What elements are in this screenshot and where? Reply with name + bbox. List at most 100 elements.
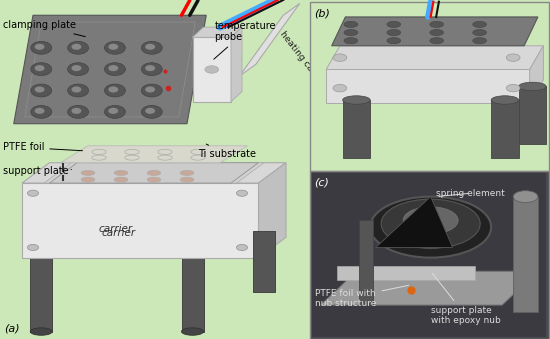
Ellipse shape — [387, 21, 400, 27]
Text: carrier: carrier — [101, 227, 135, 238]
Polygon shape — [50, 163, 258, 183]
Polygon shape — [239, 3, 300, 76]
Ellipse shape — [72, 86, 81, 93]
Ellipse shape — [68, 63, 89, 76]
Ellipse shape — [104, 63, 125, 76]
Ellipse shape — [108, 44, 118, 50]
Ellipse shape — [104, 105, 125, 118]
Polygon shape — [60, 146, 248, 163]
Ellipse shape — [35, 86, 45, 93]
Ellipse shape — [387, 38, 400, 44]
Ellipse shape — [104, 41, 125, 54]
Ellipse shape — [31, 84, 52, 97]
Ellipse shape — [180, 177, 194, 182]
Ellipse shape — [182, 328, 204, 335]
Ellipse shape — [31, 105, 52, 118]
Polygon shape — [14, 15, 206, 124]
Ellipse shape — [333, 84, 346, 92]
Ellipse shape — [147, 171, 161, 176]
Bar — [310, 171, 549, 339]
Polygon shape — [192, 27, 242, 37]
Ellipse shape — [472, 38, 486, 44]
Ellipse shape — [236, 190, 248, 196]
Polygon shape — [44, 163, 264, 183]
Polygon shape — [337, 266, 475, 280]
Ellipse shape — [31, 63, 52, 76]
Ellipse shape — [180, 171, 194, 176]
Polygon shape — [326, 69, 530, 103]
Polygon shape — [258, 163, 286, 258]
Ellipse shape — [344, 21, 358, 27]
Polygon shape — [530, 46, 543, 103]
Polygon shape — [376, 197, 453, 247]
Ellipse shape — [108, 65, 118, 71]
Text: Ti substrate: Ti substrate — [198, 144, 256, 159]
Text: PTFE foil: PTFE foil — [3, 142, 82, 153]
Ellipse shape — [145, 44, 155, 50]
Bar — [312, 173, 546, 337]
Ellipse shape — [333, 54, 346, 61]
Polygon shape — [513, 197, 538, 312]
Ellipse shape — [145, 65, 155, 71]
Ellipse shape — [28, 244, 38, 251]
Text: (b): (b) — [315, 8, 331, 18]
Text: (a): (a) — [4, 324, 20, 334]
Text: support plate
with epoxy nub: support plate with epoxy nub — [431, 273, 500, 325]
Ellipse shape — [506, 54, 520, 61]
Polygon shape — [30, 254, 52, 332]
Ellipse shape — [81, 177, 95, 182]
Ellipse shape — [72, 65, 81, 71]
Ellipse shape — [387, 29, 400, 36]
Ellipse shape — [114, 177, 128, 182]
Polygon shape — [22, 183, 258, 258]
Text: spring element: spring element — [436, 189, 505, 198]
Ellipse shape — [108, 86, 118, 93]
Ellipse shape — [104, 84, 125, 97]
Ellipse shape — [430, 29, 443, 36]
Ellipse shape — [472, 21, 486, 27]
Ellipse shape — [30, 251, 52, 258]
Ellipse shape — [182, 251, 204, 258]
Polygon shape — [343, 100, 370, 158]
Ellipse shape — [236, 244, 248, 251]
Ellipse shape — [430, 21, 443, 27]
Ellipse shape — [28, 190, 38, 196]
Ellipse shape — [472, 29, 486, 36]
Polygon shape — [491, 100, 519, 158]
Text: carrier: carrier — [98, 224, 133, 234]
Ellipse shape — [141, 105, 162, 118]
Ellipse shape — [31, 41, 52, 54]
Ellipse shape — [343, 96, 370, 104]
Polygon shape — [25, 22, 195, 117]
Text: (c): (c) — [315, 178, 329, 188]
Ellipse shape — [68, 84, 89, 97]
Text: heating cartrige: heating cartrige — [278, 29, 330, 93]
Ellipse shape — [141, 84, 162, 97]
Ellipse shape — [344, 29, 358, 36]
Ellipse shape — [403, 207, 458, 234]
Ellipse shape — [205, 66, 219, 73]
Text: temperature
probe: temperature probe — [214, 21, 276, 59]
Text: clamping plate: clamping plate — [3, 20, 85, 37]
Polygon shape — [326, 46, 543, 69]
Ellipse shape — [81, 171, 95, 176]
Ellipse shape — [513, 191, 538, 203]
Polygon shape — [332, 17, 538, 46]
Ellipse shape — [145, 108, 155, 114]
Ellipse shape — [430, 38, 443, 44]
Ellipse shape — [344, 38, 358, 44]
Text: support plate: support plate — [3, 166, 72, 176]
Polygon shape — [321, 271, 538, 305]
Ellipse shape — [381, 199, 480, 248]
Polygon shape — [359, 220, 373, 305]
Polygon shape — [192, 37, 231, 102]
Bar — [310, 2, 549, 171]
Polygon shape — [22, 163, 286, 183]
Ellipse shape — [72, 108, 81, 114]
Ellipse shape — [35, 65, 45, 71]
Ellipse shape — [147, 177, 161, 182]
Ellipse shape — [35, 108, 45, 114]
Ellipse shape — [68, 105, 89, 118]
Ellipse shape — [108, 108, 118, 114]
Ellipse shape — [68, 41, 89, 54]
